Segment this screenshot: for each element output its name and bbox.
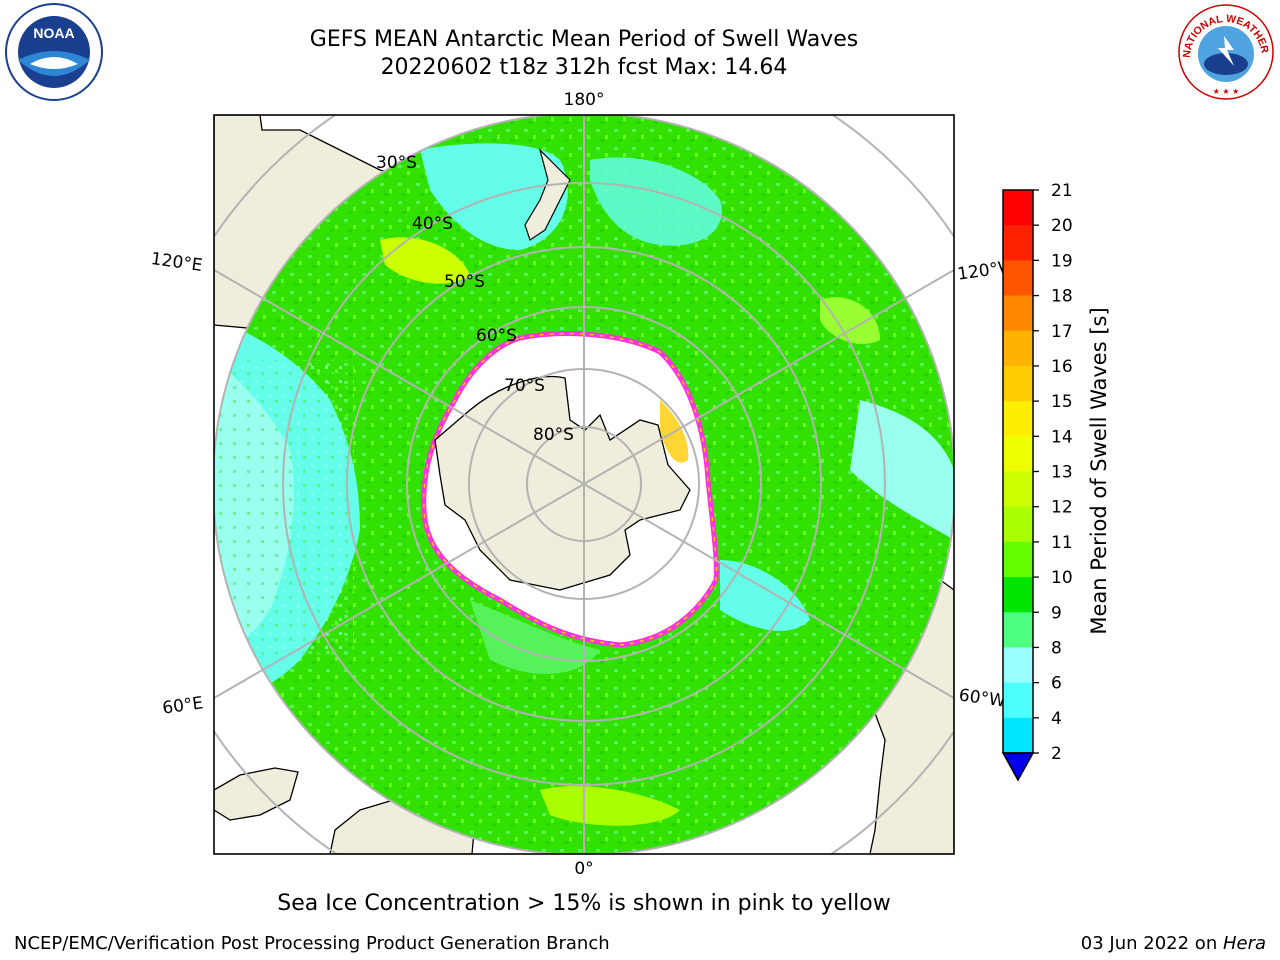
chart-title: GEFS MEAN Antarctic Mean Period of Swell… xyxy=(309,27,859,52)
colorbar-tick-label: 8 xyxy=(1051,638,1062,658)
lat-label-50: 50°S xyxy=(444,272,485,292)
graticule xyxy=(214,115,954,854)
chart-subtitle: 20220602 t18z 312h fcst Max: 14.64 xyxy=(380,55,788,80)
colorbar-segment xyxy=(1003,190,1033,226)
lat-label-80: 80°S xyxy=(533,425,574,445)
map-frame xyxy=(213,114,955,855)
colorbar-segment xyxy=(1003,541,1033,578)
lon-label-120e: 120°E xyxy=(150,249,204,276)
colorbar-tick-label: 9 xyxy=(1051,603,1062,623)
colorbar-segment xyxy=(1003,647,1033,684)
noaa-logo-icon: NOAA xyxy=(5,3,103,101)
colorbar-segment xyxy=(1003,682,1033,719)
colorbar-segment xyxy=(1003,401,1033,437)
colorbar-segment xyxy=(1003,612,1033,648)
svg-text:★ ★ ★: ★ ★ ★ xyxy=(1213,87,1240,96)
colorbar-tick-label: 19 xyxy=(1051,251,1073,271)
colorbar-tick-label: 15 xyxy=(1051,392,1073,412)
lat-label-60: 60°S xyxy=(476,326,517,346)
colorbar: Mean Period of Swell Waves [s] 2 4 6 8 9 10 11… xyxy=(1001,181,1111,782)
colorbar-segment xyxy=(1003,436,1033,472)
colorbar-tick-label: 10 xyxy=(1051,568,1073,588)
lon-label-180: 180° xyxy=(564,90,605,110)
colorbar-extend-triangle xyxy=(1001,752,1035,782)
new-zealand-land xyxy=(524,147,571,241)
colorbar-label: Mean Period of Swell Waves [s] xyxy=(1087,307,1111,634)
colorbar-segment xyxy=(1003,330,1033,367)
colorbar-tick-label: 4 xyxy=(1051,709,1062,729)
sea-ice-note: Sea Ice Concentration > 15% is shown in … xyxy=(277,891,891,916)
antarctica-land xyxy=(434,375,691,591)
colorbar-tick-label: 2 xyxy=(1051,744,1062,764)
colorbar-tick-label: 21 xyxy=(1051,181,1073,201)
swell-yellow-patch xyxy=(380,237,470,284)
lon-label-60w: 60°W xyxy=(958,685,1007,711)
footer-date: 03 Jun 2022 on Hera xyxy=(1081,933,1266,954)
colorbar-tick-label: 14 xyxy=(1051,427,1073,447)
lat-label-70: 70°S xyxy=(504,376,545,396)
colorbar-tick-label: 16 xyxy=(1051,357,1073,377)
lat-label-40: 40°S xyxy=(412,214,453,234)
colorbar-tick-label: 13 xyxy=(1051,463,1073,483)
footer-credit: NCEP/EMC/Verification Post Processing Pr… xyxy=(14,933,610,954)
colorbar-segment xyxy=(1003,577,1033,613)
lat-label-30: 30°S xyxy=(376,153,417,173)
colorbar-segment xyxy=(1003,471,1033,508)
footer-host: Hera xyxy=(1222,933,1266,954)
noaa-logo-text: NOAA xyxy=(33,25,74,41)
colorbar-segment xyxy=(1003,260,1033,297)
nws-logo-icon: NATIONAL WEATHER SERVICE ★ ★ ★ xyxy=(1176,2,1274,100)
colorbar-segment xyxy=(1003,717,1033,754)
footer-date-text: 03 Jun 2022 on xyxy=(1080,933,1223,954)
colorbar-tick-label: 12 xyxy=(1051,498,1073,518)
lon-label-0: 0° xyxy=(574,859,593,879)
colorbar-tick-label: 20 xyxy=(1051,216,1073,236)
colorbar-tick-label: 18 xyxy=(1051,287,1073,307)
colorbar-segment xyxy=(1003,225,1033,261)
colorbar-tick-label: 6 xyxy=(1051,674,1062,694)
colorbar-segment xyxy=(1003,506,1033,543)
colorbar-tick-label: 17 xyxy=(1051,322,1073,342)
lon-label-60e: 60°E xyxy=(161,693,204,718)
colorbar-segment xyxy=(1003,295,1033,332)
madagascar-land xyxy=(214,767,299,821)
colorbar-tick-label: 11 xyxy=(1051,533,1073,553)
colorbar-segment xyxy=(1003,365,1033,402)
